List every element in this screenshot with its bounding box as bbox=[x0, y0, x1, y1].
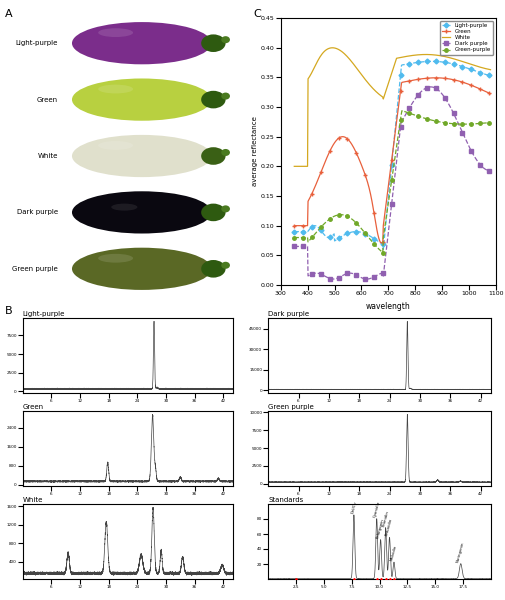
Light-purple bbox=[433, 58, 439, 65]
Ellipse shape bbox=[72, 22, 211, 64]
Text: Green purple: Green purple bbox=[13, 266, 58, 272]
Green bbox=[368, 198, 374, 205]
Ellipse shape bbox=[72, 79, 211, 121]
White bbox=[314, 57, 320, 64]
Text: Dark purple: Dark purple bbox=[17, 209, 58, 215]
Ellipse shape bbox=[72, 191, 211, 233]
Dark purple bbox=[427, 83, 433, 91]
Light-purple bbox=[355, 228, 361, 235]
Dark purple bbox=[355, 272, 361, 280]
Text: C: C bbox=[252, 9, 260, 19]
Text: Del/Cy: Del/Cy bbox=[349, 501, 357, 514]
Light-purple bbox=[368, 233, 374, 241]
Dark purple bbox=[314, 269, 320, 277]
Ellipse shape bbox=[98, 28, 133, 37]
Ellipse shape bbox=[221, 92, 229, 100]
Green bbox=[486, 90, 492, 97]
Y-axis label: average reflectance: average reflectance bbox=[251, 116, 258, 187]
Green-purple bbox=[486, 119, 492, 126]
Dark purple bbox=[486, 167, 492, 175]
Ellipse shape bbox=[98, 254, 133, 263]
Line: White: White bbox=[294, 48, 489, 166]
Text: A: A bbox=[5, 9, 13, 19]
Line: Dark purple: Dark purple bbox=[292, 85, 491, 281]
Line: Light-purple: Light-purple bbox=[292, 59, 491, 251]
Ellipse shape bbox=[111, 203, 137, 211]
White bbox=[433, 52, 439, 59]
Green-purple bbox=[368, 238, 374, 245]
Light-purple bbox=[314, 223, 320, 230]
Dark purple bbox=[434, 86, 440, 94]
Ellipse shape bbox=[221, 262, 229, 269]
White bbox=[432, 52, 438, 59]
Dark purple bbox=[369, 274, 375, 281]
Ellipse shape bbox=[201, 260, 225, 278]
Ellipse shape bbox=[221, 205, 229, 212]
X-axis label: wavelength: wavelength bbox=[365, 302, 410, 311]
White bbox=[486, 66, 492, 73]
Text: Green: Green bbox=[37, 97, 58, 103]
Text: B: B bbox=[5, 306, 13, 316]
White bbox=[329, 44, 335, 52]
Green-purple bbox=[314, 227, 320, 234]
Line: Green-purple: Green-purple bbox=[292, 109, 491, 254]
Green bbox=[355, 154, 361, 161]
Dark purple bbox=[433, 85, 439, 92]
Ellipse shape bbox=[201, 147, 225, 165]
Dark purple bbox=[329, 275, 335, 283]
Ellipse shape bbox=[98, 141, 133, 150]
Ellipse shape bbox=[221, 36, 229, 43]
Text: Peonidin: Peonidin bbox=[381, 509, 389, 527]
Text: White: White bbox=[23, 497, 43, 503]
White bbox=[369, 85, 375, 92]
Text: Malvidin: Malvidin bbox=[389, 545, 397, 562]
Green-purple bbox=[379, 249, 385, 256]
Light-purple bbox=[379, 246, 385, 253]
Text: Pelargonin: Pelargonin bbox=[375, 518, 384, 539]
Dark purple bbox=[291, 243, 297, 250]
Ellipse shape bbox=[201, 34, 225, 52]
Ellipse shape bbox=[201, 203, 225, 221]
Line: Green: Green bbox=[291, 76, 492, 245]
Ellipse shape bbox=[98, 85, 133, 94]
Green-purple bbox=[415, 113, 421, 120]
Green bbox=[432, 74, 438, 82]
White bbox=[291, 163, 297, 170]
White bbox=[414, 51, 420, 58]
Green-purple bbox=[355, 221, 361, 229]
Text: Light-purple: Light-purple bbox=[23, 311, 65, 317]
Text: Green: Green bbox=[23, 404, 44, 410]
Text: Standards: Standards bbox=[268, 497, 303, 503]
Green bbox=[378, 239, 384, 247]
Green bbox=[414, 76, 420, 83]
Green-purple bbox=[434, 118, 440, 125]
Green-purple bbox=[433, 118, 439, 125]
Light-purple bbox=[486, 73, 492, 80]
Text: Light-purple: Light-purple bbox=[16, 40, 58, 46]
Green bbox=[314, 176, 320, 184]
Light-purple bbox=[434, 58, 440, 65]
Green bbox=[291, 222, 297, 229]
Light-purple bbox=[428, 58, 434, 65]
Green-purple bbox=[291, 234, 297, 241]
Green-purple bbox=[398, 107, 404, 114]
Ellipse shape bbox=[72, 135, 211, 177]
White bbox=[355, 67, 361, 74]
Light-purple bbox=[414, 59, 420, 66]
Light-purple bbox=[291, 228, 297, 235]
Ellipse shape bbox=[221, 149, 229, 156]
Text: Cyanidin: Cyanidin bbox=[372, 500, 380, 518]
Green bbox=[434, 74, 440, 82]
Text: Dark purple: Dark purple bbox=[268, 311, 309, 317]
Text: Naringenin: Naringenin bbox=[455, 541, 465, 563]
Text: Petunidin: Petunidin bbox=[384, 518, 393, 536]
Text: White: White bbox=[38, 153, 58, 159]
Ellipse shape bbox=[201, 91, 225, 109]
Dark purple bbox=[414, 91, 420, 98]
Legend: Light-purple, Green, White, Dark purple, Green-purple: Light-purple, Green, White, Dark purple,… bbox=[439, 21, 492, 55]
Ellipse shape bbox=[72, 248, 211, 290]
Green bbox=[433, 74, 439, 82]
Text: Green purple: Green purple bbox=[268, 404, 313, 410]
